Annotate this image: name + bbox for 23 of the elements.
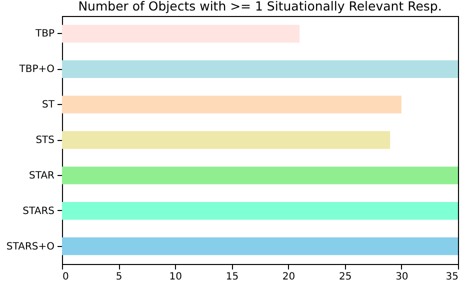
x-tick-label: 10 [169, 272, 182, 282]
y-tick-label: STARS+O [6, 241, 55, 252]
bar [62, 96, 402, 114]
bar [62, 166, 458, 184]
y-tick-label: STS [36, 135, 54, 146]
bar [62, 237, 458, 256]
x-tick-label: 0 [62, 272, 69, 282]
y-tick-label: STAR [29, 170, 55, 182]
y-tick-label: ST [42, 100, 56, 111]
x-tick-label: 25 [338, 272, 352, 282]
x-tick-label: 35 [446, 272, 458, 282]
x-tick-label: 15 [226, 272, 239, 282]
y-tick-label: STARS [22, 206, 54, 217]
bar [62, 24, 300, 43]
x-tick-label: 20 [282, 272, 296, 282]
bar [62, 60, 458, 78]
bar [62, 131, 390, 149]
y-tick-label: TBP [34, 28, 54, 40]
x-tick-label: 5 [116, 272, 122, 282]
x-tick-label: 30 [396, 272, 408, 282]
chart-title: Number of Objects with >= 1 Situationally Relevant Resp. [78, 0, 442, 14]
y-tick-label: TBP+O [18, 64, 55, 76]
bar [62, 202, 458, 220]
